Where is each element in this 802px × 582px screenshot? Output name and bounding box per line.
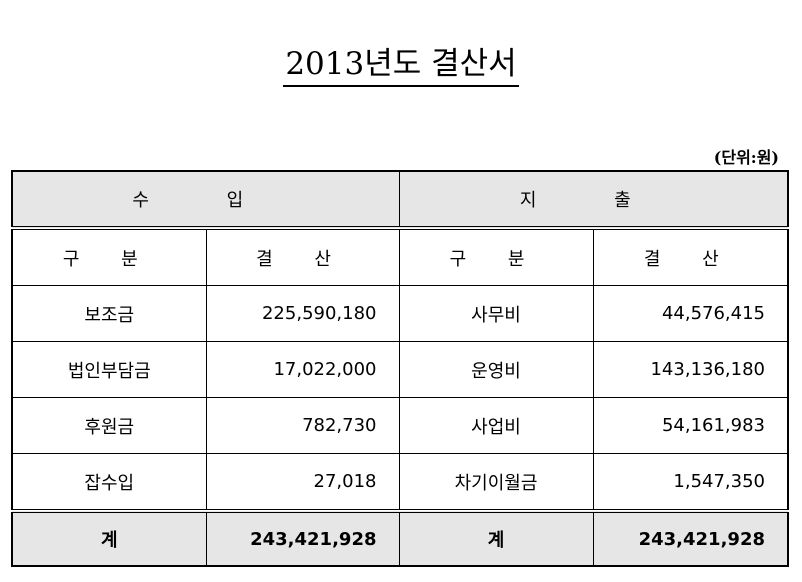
expense-amount: 143,136,180 — [592, 341, 789, 398]
expense-section-header: 지 출 — [398, 170, 789, 230]
income-settlement-header: 결 산 — [205, 227, 400, 286]
expense-label: 차기이월금 — [398, 453, 594, 512]
income-label: 잡수입 — [11, 453, 207, 512]
income-amount: 17,022,000 — [205, 341, 400, 398]
column-header-row: 구 분 결 산 구 분 결 산 — [11, 227, 789, 286]
expense-settlement-header: 결 산 — [592, 227, 789, 286]
income-label: 후원금 — [11, 397, 207, 454]
table-row: 잡수입 27,018 차기이월금 1,547,350 — [11, 453, 789, 512]
income-total-label: 계 — [11, 509, 207, 567]
document-title: 2013년도 결산서 — [0, 44, 802, 87]
income-amount: 225,590,180 — [205, 285, 400, 342]
expense-amount: 1,547,350 — [592, 453, 789, 512]
income-amount: 27,018 — [205, 453, 400, 512]
income-category-header: 구 분 — [11, 227, 207, 286]
income-section-header: 수 입 — [11, 170, 400, 230]
unit-label: (단위:원) — [713, 148, 779, 167]
table-row: 보조금 225,590,180 사무비 44,576,415 — [11, 285, 789, 342]
income-label: 법인부담금 — [11, 341, 207, 398]
income-total-amount: 243,421,928 — [205, 509, 400, 567]
income-amount: 782,730 — [205, 397, 400, 454]
income-label: 보조금 — [11, 285, 207, 342]
table-row: 후원금 782,730 사업비 54,161,983 — [11, 397, 789, 454]
expense-amount: 54,161,983 — [592, 397, 789, 454]
table-row: 법인부담금 17,022,000 운영비 143,136,180 — [11, 341, 789, 398]
total-row: 계 243,421,928 계 243,421,928 — [11, 509, 789, 567]
expense-total-amount: 243,421,928 — [592, 509, 789, 567]
expense-label: 사업비 — [398, 397, 594, 454]
expense-category-header: 구 분 — [398, 227, 594, 286]
expense-total-label: 계 — [398, 509, 594, 567]
expense-amount: 44,576,415 — [592, 285, 789, 342]
settlement-table: 수 입 지 출 구 분 결 산 구 분 결 산 보조금 225,590,180 … — [11, 170, 789, 567]
expense-label: 사무비 — [398, 285, 594, 342]
section-header-row: 수 입 지 출 — [11, 170, 789, 230]
expense-label: 운영비 — [398, 341, 594, 398]
document-title-text: 2013년도 결산서 — [283, 44, 519, 87]
